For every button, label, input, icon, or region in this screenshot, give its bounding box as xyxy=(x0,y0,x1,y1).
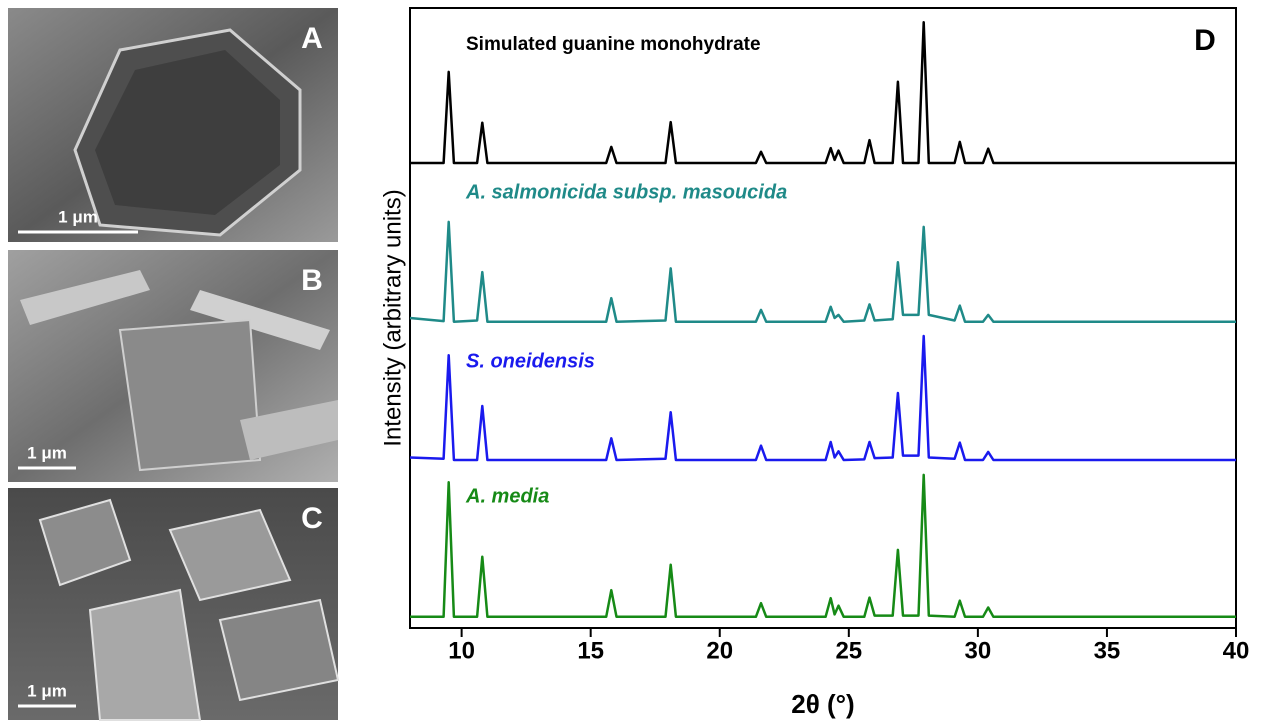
series-label: Simulated guanine monohydrate xyxy=(466,34,761,55)
sem-panel-c xyxy=(8,488,340,721)
scale-bar-label: 1 μm xyxy=(58,207,98,226)
x-tick-label: 20 xyxy=(706,637,733,664)
x-axis-label: 2θ (°) xyxy=(791,689,854,719)
panel-label: A xyxy=(301,22,323,55)
x-tick-label: 40 xyxy=(1223,637,1250,664)
plot-frame xyxy=(409,7,1237,629)
series-label: A. salmonicida subsp. masoucida xyxy=(465,181,787,203)
plot: 10 15 20 25 30 35 40 Simulated guanine monohydr… xyxy=(409,21,1250,664)
series-line xyxy=(409,334,1236,462)
x-tick-label: 35 xyxy=(1094,637,1121,664)
series-label: A. media xyxy=(465,485,549,507)
sem-panel-b xyxy=(8,250,338,482)
x-tick-label: 15 xyxy=(577,637,604,664)
series-line xyxy=(410,473,1236,619)
series-line xyxy=(409,220,1236,323)
panel-label: D xyxy=(1194,24,1216,57)
panel-labels: A 1 μm B 1 μm C 1 μm xyxy=(18,22,323,708)
y-axis-label: Intensity (arbitrary units) xyxy=(379,189,406,446)
sem-panel-a xyxy=(8,8,338,242)
panel-label: B xyxy=(301,264,323,297)
series-label: S. oneidensis xyxy=(466,350,595,372)
x-tick-label: 10 xyxy=(448,637,475,664)
x-tick-label: 25 xyxy=(835,637,862,664)
scale-bar-label: 1 μm xyxy=(27,443,67,462)
series-line xyxy=(410,21,1236,165)
panel-label: C xyxy=(301,502,323,535)
scale-bar-label: 1 μm xyxy=(27,681,67,700)
x-tick-label: 30 xyxy=(965,637,992,664)
